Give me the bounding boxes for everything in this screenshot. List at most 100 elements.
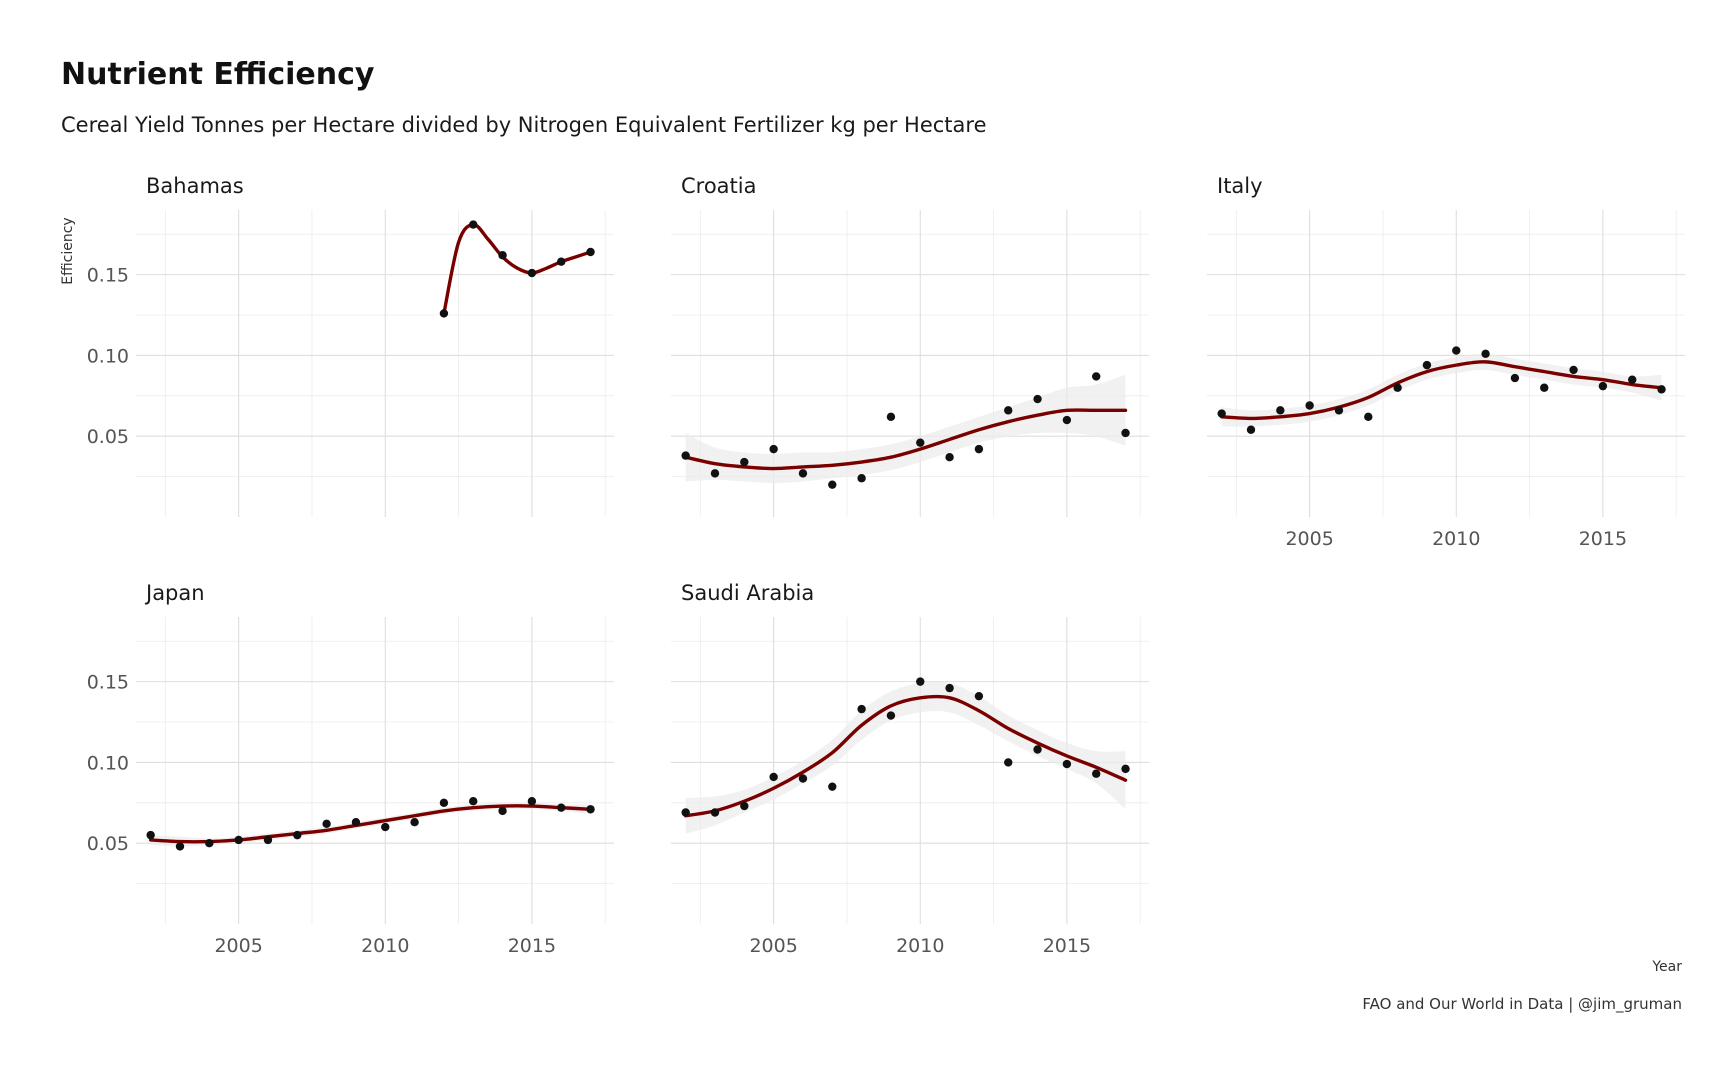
panel-title-saudi-arabia: Saudi Arabia xyxy=(681,581,814,605)
y-tick-label: 0.10 xyxy=(87,752,129,774)
data-point-saudi-arabia xyxy=(974,691,984,701)
data-point-japan xyxy=(234,835,243,845)
x-tick-label: 2005 xyxy=(749,935,797,957)
data-point-italy xyxy=(1510,373,1520,383)
data-point-italy xyxy=(1334,406,1344,415)
data-point-japan xyxy=(469,797,478,806)
y-tick-label: 0.05 xyxy=(87,426,129,448)
data-point-japan xyxy=(410,818,419,827)
data-point-italy xyxy=(1217,409,1226,418)
x-tick-label: 2010 xyxy=(361,935,409,957)
smooth-line-croatia xyxy=(683,408,1128,471)
panel-saudi-arabia: Saudi Arabia 2005 2010 2015 xyxy=(671,581,1149,957)
data-point-italy xyxy=(1657,385,1666,394)
data-point-saudi-arabia xyxy=(916,677,925,686)
data-point-croatia xyxy=(710,469,720,478)
data-point-italy xyxy=(1246,425,1256,434)
data-point-croatia xyxy=(1062,415,1072,425)
panel-title-bahamas: Bahamas xyxy=(146,174,244,198)
data-point-croatia xyxy=(1121,428,1130,438)
data-point-bahamas xyxy=(557,257,566,266)
data-point-croatia xyxy=(828,480,837,489)
data-point-croatia xyxy=(857,474,866,483)
data-point-japan xyxy=(146,830,155,840)
data-point-japan xyxy=(586,805,595,814)
chart-subtitle: Cereal Yield Tonnes per Hectare divided … xyxy=(61,113,987,137)
data-point-bahamas xyxy=(527,268,537,278)
data-point-saudi-arabia xyxy=(710,808,720,817)
chart-caption: FAO and Our World in Data | @jim_gruman xyxy=(1362,995,1682,1014)
data-point-italy xyxy=(1276,406,1285,415)
data-point-croatia xyxy=(769,444,778,454)
data-point-croatia xyxy=(974,444,984,454)
y-axis-label: Efficiency xyxy=(60,217,76,284)
data-point-italy xyxy=(1540,383,1549,392)
data-point-japan xyxy=(293,830,302,840)
panel-title-croatia: Croatia xyxy=(681,174,757,198)
data-point-saudi-arabia xyxy=(945,683,954,693)
y-tick-label: 0.10 xyxy=(87,345,129,367)
data-point-japan xyxy=(322,819,331,829)
data-point-saudi-arabia xyxy=(798,774,808,783)
panel-croatia: Croatia xyxy=(671,174,1149,517)
x-tick-label: 2005 xyxy=(214,935,262,957)
data-point-saudi-arabia xyxy=(1004,758,1013,767)
facet-panels: Bahamas 0.05 0.10 0.15 Croatia Italy 2005 2010 2… xyxy=(87,174,1685,957)
data-point-saudi-arabia xyxy=(1121,764,1130,774)
data-point-saudi-arabia xyxy=(886,711,896,720)
chart-title: Nutrient Efficiency xyxy=(61,57,375,92)
data-point-croatia xyxy=(886,412,896,422)
data-point-italy xyxy=(1481,349,1490,359)
x-tick-label: 2005 xyxy=(1285,528,1333,550)
data-point-saudi-arabia xyxy=(1033,745,1042,754)
data-point-japan xyxy=(439,798,449,808)
data-point-bahamas xyxy=(498,251,507,260)
panel-bahamas: Bahamas 0.05 0.10 0.15 xyxy=(87,174,614,517)
panel-italy: Italy 2005 2010 2015 xyxy=(1207,174,1685,550)
data-point-japan xyxy=(498,806,507,816)
data-point-japan xyxy=(557,803,566,812)
data-point-croatia xyxy=(945,453,954,462)
data-point-japan xyxy=(351,818,361,827)
data-point-japan xyxy=(527,797,537,806)
data-point-italy xyxy=(1628,375,1637,384)
data-point-saudi-arabia xyxy=(857,704,866,714)
data-point-croatia xyxy=(798,469,808,478)
data-point-saudi-arabia xyxy=(769,772,778,782)
data-point-croatia xyxy=(740,457,749,467)
data-point-italy xyxy=(1569,365,1578,375)
data-point-japan xyxy=(263,835,273,845)
data-point-italy xyxy=(1393,383,1402,392)
smooth-line-saudi-arabia xyxy=(683,694,1128,818)
y-tick-label: 0.15 xyxy=(87,672,129,694)
confidence-band-saudi-arabia xyxy=(685,681,1126,834)
data-point-saudi-arabia xyxy=(1062,759,1072,769)
data-point-bahamas xyxy=(469,220,478,229)
x-tick-label: 2010 xyxy=(896,935,944,957)
data-point-italy xyxy=(1305,401,1314,410)
data-point-croatia xyxy=(916,438,925,447)
smooth-line-japan xyxy=(148,804,593,844)
y-tick-label: 0.05 xyxy=(87,833,129,855)
smooth-line-italy xyxy=(1219,360,1664,421)
data-point-italy xyxy=(1422,360,1432,370)
data-point-croatia xyxy=(681,451,690,460)
data-point-italy xyxy=(1598,381,1608,391)
panel-title-italy: Italy xyxy=(1217,174,1263,198)
data-point-japan xyxy=(381,822,390,832)
x-tick-label: 2010 xyxy=(1432,528,1480,550)
data-point-japan xyxy=(205,839,214,848)
panel-japan: Japan 0.05 0.10 0.15 2005 2010 2015 xyxy=(87,581,614,957)
data-point-croatia xyxy=(1004,406,1013,415)
x-tick-label: 2015 xyxy=(508,935,556,957)
y-tick-label: 0.15 xyxy=(87,265,129,287)
data-point-croatia xyxy=(1092,372,1101,381)
data-point-saudi-arabia xyxy=(740,801,749,811)
data-point-japan xyxy=(175,842,185,851)
panel-title-japan: Japan xyxy=(144,581,205,605)
data-point-croatia xyxy=(1033,394,1042,404)
data-point-bahamas xyxy=(439,309,449,318)
data-point-bahamas xyxy=(586,247,595,257)
x-axis-label: Year xyxy=(1651,959,1682,975)
